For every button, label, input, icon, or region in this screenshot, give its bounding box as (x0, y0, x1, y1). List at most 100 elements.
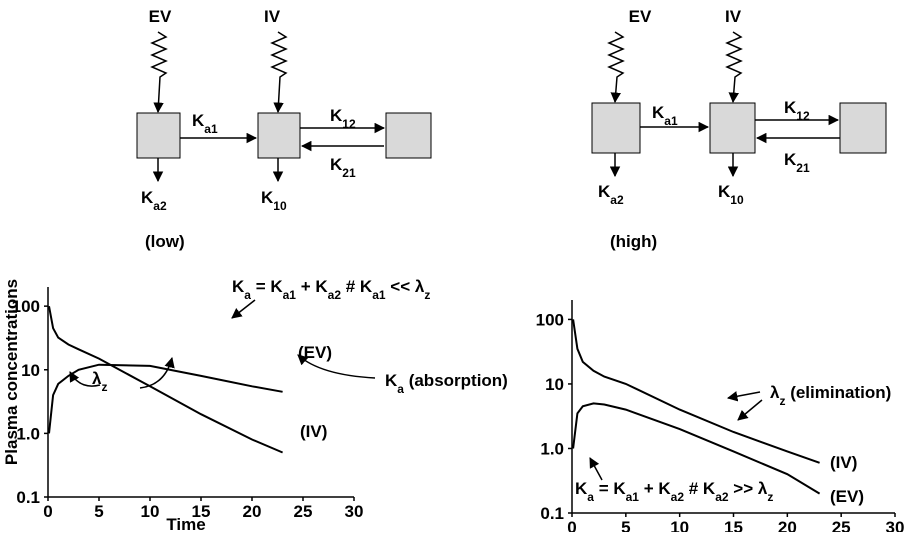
rich-label: K12 (784, 98, 810, 123)
x-tick-label: 30 (886, 518, 905, 532)
label-subscript: a (244, 288, 251, 302)
dose-arrow (270, 31, 288, 114)
x-tick-label: 5 (94, 502, 103, 521)
pointer (737, 399, 763, 421)
label-text: K (261, 188, 274, 207)
rich-label: Ka1 (192, 111, 218, 136)
dose-route: IV (725, 7, 742, 26)
rich-label: Ka (absorption) (385, 371, 508, 396)
label-text: (elimination) (785, 383, 891, 402)
label-subscript: a1 (372, 288, 386, 302)
pointer (139, 356, 175, 389)
label-subscript: 12 (342, 117, 356, 131)
y-tick-label: 10 (545, 375, 564, 394)
y-tick-label: 1.0 (16, 424, 40, 443)
rich-label: K21 (330, 155, 356, 180)
label-text: + K (296, 277, 328, 296)
y-axis-title: Plasma concentrations (2, 279, 21, 465)
label-subscript: a1 (626, 490, 640, 504)
label-subscript: 10 (730, 193, 744, 207)
label-text: = K (251, 277, 283, 296)
label-subscript: z (424, 288, 430, 302)
label-subscript: z (101, 380, 107, 394)
dose-arrow (150, 31, 168, 114)
label-text: K (330, 155, 343, 174)
x-tick-label: 15 (192, 502, 211, 521)
label-text: λ (770, 383, 780, 402)
label-subscript: a1 (204, 122, 218, 136)
rich-label: Ka1 (652, 103, 678, 128)
label-text: K (784, 150, 797, 169)
dose-arrow (607, 31, 625, 104)
label-text: K (598, 182, 611, 201)
label-subscript: a1 (664, 114, 678, 128)
label-subscript: 21 (796, 161, 810, 175)
x-axis-title: Time (166, 515, 205, 532)
label-text: K (192, 111, 205, 130)
label-text: >> λ (729, 479, 768, 498)
label-subscript: 21 (342, 166, 356, 180)
label-subscript: a2 (153, 199, 167, 213)
line-series (572, 319, 820, 464)
rich-label: K21 (784, 150, 810, 175)
x-tick-label: 5 (621, 518, 630, 532)
x-tick-label: 10 (141, 502, 160, 521)
label-text: K (385, 371, 398, 390)
label-text: K (141, 188, 154, 207)
label-subscript: 12 (796, 109, 810, 123)
compartment (385, 112, 432, 159)
label-text: K (330, 106, 343, 125)
series-label: (IV) (300, 422, 327, 441)
rich-label: λz (elimination) (770, 383, 891, 408)
dose-route: EV (629, 7, 652, 26)
line-series (572, 402, 821, 495)
y-tick-label: 1.0 (540, 439, 564, 458)
diagram-high (591, 31, 887, 178)
y-tick-label: 100 (536, 310, 564, 329)
dose-route: IV (264, 7, 281, 26)
rich-label: K10 (261, 188, 287, 213)
y-tick-label: 0.1 (16, 488, 40, 507)
dose-route: EV (149, 7, 172, 26)
compartment (709, 102, 756, 154)
dose-arrow (725, 31, 743, 104)
diagram-low (136, 31, 432, 183)
label-subscript: a1 (283, 288, 297, 302)
rich-label: Ka2 (598, 182, 624, 207)
label-text: (absorption) (404, 371, 508, 390)
compartment (257, 112, 301, 159)
label-subscript: a (587, 490, 594, 504)
label-subscript: z (779, 394, 785, 408)
label-text: << λ (386, 277, 425, 296)
x-tick-label: 25 (832, 518, 851, 532)
rich-label: Ka = Ka1 + Ka2 # Ka1 << λz (232, 277, 430, 302)
x-tick-label: 20 (243, 502, 262, 521)
label-text: = K (594, 479, 626, 498)
label-subscript: a2 (715, 490, 729, 504)
line-series (48, 363, 283, 434)
pointer (231, 299, 256, 319)
pointer (726, 391, 761, 402)
rich-label: Ka = Ka1 + Ka2 # Ka2 >> λz (575, 479, 773, 504)
rich-label: K10 (718, 182, 744, 207)
rich-label: λz (92, 369, 107, 394)
label-subscript: a2 (328, 288, 342, 302)
label-subscript: 10 (273, 199, 287, 213)
label-subscript: z (767, 490, 773, 504)
series-label: (EV) (298, 343, 332, 362)
pointer (297, 354, 376, 379)
label-text: λ (92, 369, 102, 388)
line-series (48, 306, 283, 454)
label-text: K (575, 479, 588, 498)
label-text: K (784, 98, 797, 117)
x-tick-label: 20 (778, 518, 797, 532)
rich-label: Ka2 (141, 188, 167, 213)
x-tick-label: 25 (294, 502, 313, 521)
diagram-caption: (high) (610, 232, 657, 251)
pointer (589, 457, 603, 481)
label-text: K (232, 277, 245, 296)
compartment (591, 102, 641, 154)
label-text: K (718, 182, 731, 201)
series-label: (EV) (830, 487, 864, 506)
